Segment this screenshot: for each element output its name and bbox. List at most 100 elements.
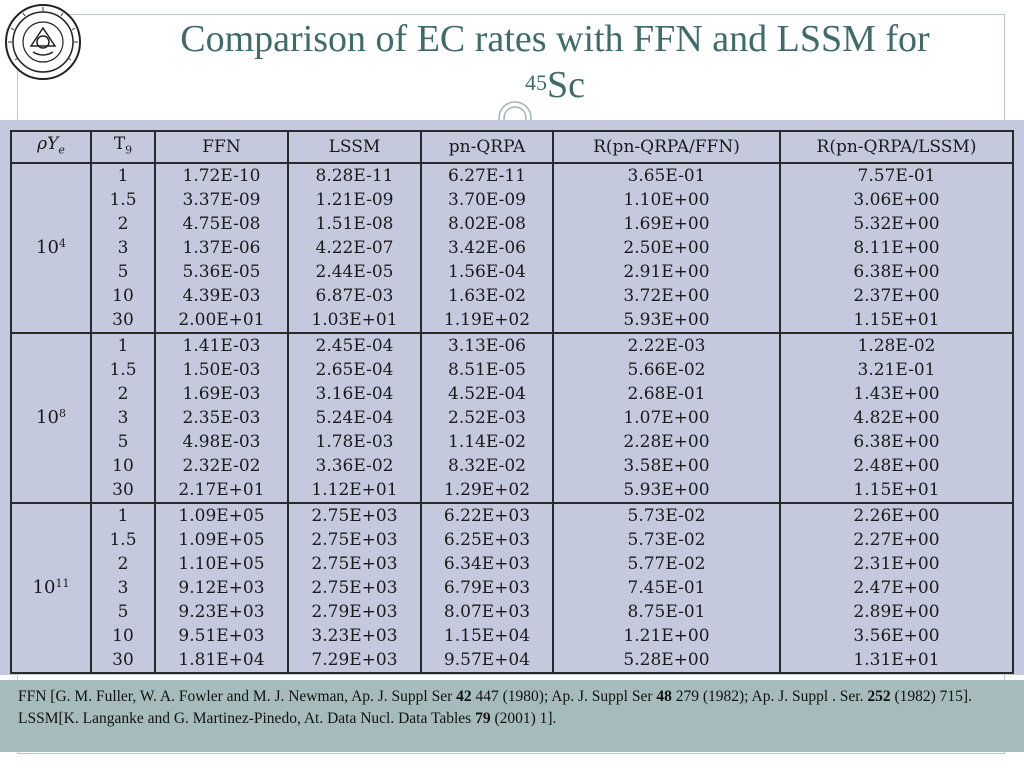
cell-lssm: 5.24E-04 [287, 406, 422, 431]
references: FFN [G. M. Fuller, W. A. Fowler and M. J… [18, 686, 1018, 730]
cell-t9: 1.5 [90, 188, 156, 213]
table-row: 30 2.17E+01 1.12E+01 1.29E+02 5.93E+00 1.15E+… [11, 478, 1014, 505]
cell-pn-qrpa: 6.34E+03 [420, 552, 554, 577]
cell-ratio-lssm: 3.06E+00 [779, 188, 1014, 213]
cell-ffn: 5.36E-05 [154, 260, 289, 285]
cell-t9: 1 [90, 163, 156, 189]
cell-ratio-lssm: 5.32E+00 [779, 212, 1014, 237]
table-row: 3 2.35E-03 5.24E-04 2.52E-03 1.07E+00 4.82E+0… [11, 406, 1014, 431]
cell-rho-ye: 104 [10, 163, 92, 335]
cell-lssm: 2.75E+03 [287, 552, 422, 577]
table-row: 2 4.75E-08 1.51E-08 8.02E-08 1.69E+00 5.32E+0… [11, 212, 1014, 237]
cell-ffn: 4.75E-08 [154, 212, 289, 237]
density-group: 104 1 1.72E-10 8.28E-11 6.27E-11 3.65E-01 7.57… [10, 163, 1014, 335]
table-row: 10 2.32E-02 3.36E-02 8.32E-02 3.58E+00 2.48E+… [11, 454, 1014, 479]
cell-ffn: 1.09E+05 [154, 528, 289, 553]
header-ffn: FFN [154, 129, 289, 165]
cell-ratio-ffn: 2.68E-01 [552, 382, 781, 407]
density-group: 108 1 1.41E-03 2.45E-04 3.13E-06 2.22E-03 1.28… [10, 333, 1014, 505]
cell-ffn: 1.69E-03 [154, 382, 289, 407]
cell-ffn: 3.37E-09 [154, 188, 289, 213]
cell-pn-qrpa: 3.42E-06 [420, 236, 554, 261]
cell-ratio-lssm: 1.28E-02 [779, 333, 1014, 359]
cell-pn-qrpa: 6.27E-11 [420, 163, 554, 189]
cell-ffn: 4.98E-03 [154, 430, 289, 455]
cell-ratio-lssm: 6.38E+00 [779, 430, 1014, 455]
cell-ratio-ffn: 1.07E+00 [552, 406, 781, 431]
cell-lssm: 2.45E-04 [287, 333, 422, 359]
cell-ratio-lssm: 1.15E+01 [779, 478, 1014, 505]
cell-ratio-ffn: 5.66E-02 [552, 358, 781, 383]
cell-lssm: 7.29E+03 [287, 648, 422, 675]
cell-lssm: 2.65E-04 [287, 358, 422, 383]
cell-ratio-ffn: 5.93E+00 [552, 478, 781, 505]
cell-ratio-lssm: 2.89E+00 [779, 600, 1014, 625]
slide-title: Comparison of EC rates with FFN and LSSM… [180, 18, 930, 106]
cell-ffn: 2.00E+01 [154, 308, 289, 335]
cell-lssm: 2.75E+03 [287, 503, 422, 529]
cell-pn-qrpa: 2.52E-03 [420, 406, 554, 431]
reference-lssm: LSSM[K. Langanke and G. Martinez-Pinedo,… [18, 710, 557, 727]
cell-ratio-ffn: 5.73E-02 [552, 528, 781, 553]
table-row: 5 4.98E-03 1.78E-03 1.14E-02 2.28E+00 6.38E+0… [11, 430, 1014, 455]
cell-ratio-lssm: 1.43E+00 [779, 382, 1014, 407]
university-seal-logo [5, 4, 81, 80]
cell-lssm: 1.51E-08 [287, 212, 422, 237]
cell-t9: 3 [90, 236, 156, 261]
cell-ratio-ffn: 3.72E+00 [552, 284, 781, 309]
cell-ffn: 2.17E+01 [154, 478, 289, 505]
cell-t9: 5 [90, 260, 156, 285]
cell-pn-qrpa: 3.13E-06 [420, 333, 554, 359]
ec-rates-table: ρYe T9 FFN LSSM pn-QRPA R(pn-QRPA/FFN) R… [10, 129, 1014, 675]
cell-ratio-lssm: 2.48E+00 [779, 454, 1014, 479]
cell-ratio-ffn: 7.45E-01 [552, 576, 781, 601]
cell-ratio-lssm: 4.82E+00 [779, 406, 1014, 431]
cell-pn-qrpa: 9.57E+04 [420, 648, 554, 675]
cell-pn-qrpa: 6.25E+03 [420, 528, 554, 553]
cell-pn-qrpa: 4.52E-04 [420, 382, 554, 407]
cell-t9: 5 [90, 600, 156, 625]
cell-t9: 10 [90, 284, 156, 309]
cell-ratio-lssm: 1.31E+01 [779, 648, 1014, 675]
table-row: 10 4.39E-03 6.87E-03 1.63E-02 3.72E+00 2.37E+… [11, 284, 1014, 309]
table-row: 30 1.81E+04 7.29E+03 9.57E+04 5.28E+00 1.31E+… [11, 648, 1014, 675]
cell-ffn: 1.10E+05 [154, 552, 289, 577]
cell-ratio-lssm: 6.38E+00 [779, 260, 1014, 285]
cell-ratio-ffn: 2.50E+00 [552, 236, 781, 261]
cell-t9: 1 [90, 503, 156, 529]
cell-t9: 30 [90, 648, 156, 675]
table-row: 1.5 1.50E-03 2.65E-04 8.51E-05 5.66E-02 3.21E… [11, 358, 1014, 383]
cell-ratio-ffn: 2.22E-03 [552, 333, 781, 359]
cell-ratio-lssm: 1.15E+01 [779, 308, 1014, 335]
cell-ratio-lssm: 2.27E+00 [779, 528, 1014, 553]
cell-ratio-ffn: 1.69E+00 [552, 212, 781, 237]
cell-rho-ye: 108 [10, 333, 92, 505]
cell-t9: 30 [90, 308, 156, 335]
cell-lssm: 1.21E-09 [287, 188, 422, 213]
table-row: 30 2.00E+01 1.03E+01 1.19E+02 5.93E+00 1.15E+… [11, 308, 1014, 335]
cell-ffn: 1.72E-10 [154, 163, 289, 189]
cell-lssm: 8.28E-11 [287, 163, 422, 189]
cell-pn-qrpa: 1.63E-02 [420, 284, 554, 309]
cell-lssm: 4.22E-07 [287, 236, 422, 261]
header-ratio-lssm: R(pn-QRPA/LSSM) [779, 129, 1014, 165]
table-row: 2 1.69E-03 3.16E-04 4.52E-04 2.68E-01 1.43E+0… [11, 382, 1014, 407]
cell-ffn: 9.12E+03 [154, 576, 289, 601]
cell-pn-qrpa: 6.79E+03 [420, 576, 554, 601]
table-row: 1.5 3.37E-09 1.21E-09 3.70E-09 1.10E+00 3.06E… [11, 188, 1014, 213]
cell-pn-qrpa: 8.02E-08 [420, 212, 554, 237]
cell-pn-qrpa: 8.32E-02 [420, 454, 554, 479]
cell-ratio-ffn: 5.93E+00 [552, 308, 781, 335]
cell-pn-qrpa: 3.70E-09 [420, 188, 554, 213]
table-row: 104 1 1.72E-10 8.28E-11 6.27E-11 3.65E-01 7.57… [10, 163, 1014, 335]
cell-ffn: 1.81E+04 [154, 648, 289, 675]
cell-ffn: 2.35E-03 [154, 406, 289, 431]
cell-ratio-ffn: 1.10E+00 [552, 188, 781, 213]
header-pn-qrpa: pn-QRPA [420, 129, 554, 165]
cell-t9: 1 [90, 333, 156, 359]
header-ratio-ffn: R(pn-QRPA/FFN) [552, 129, 781, 165]
cell-pn-qrpa: 8.07E+03 [420, 600, 554, 625]
table-row: 3 9.12E+03 2.75E+03 6.79E+03 7.45E-01 2.47E+0… [11, 576, 1014, 601]
cell-lssm: 1.78E-03 [287, 430, 422, 455]
cell-t9: 1.5 [90, 358, 156, 383]
